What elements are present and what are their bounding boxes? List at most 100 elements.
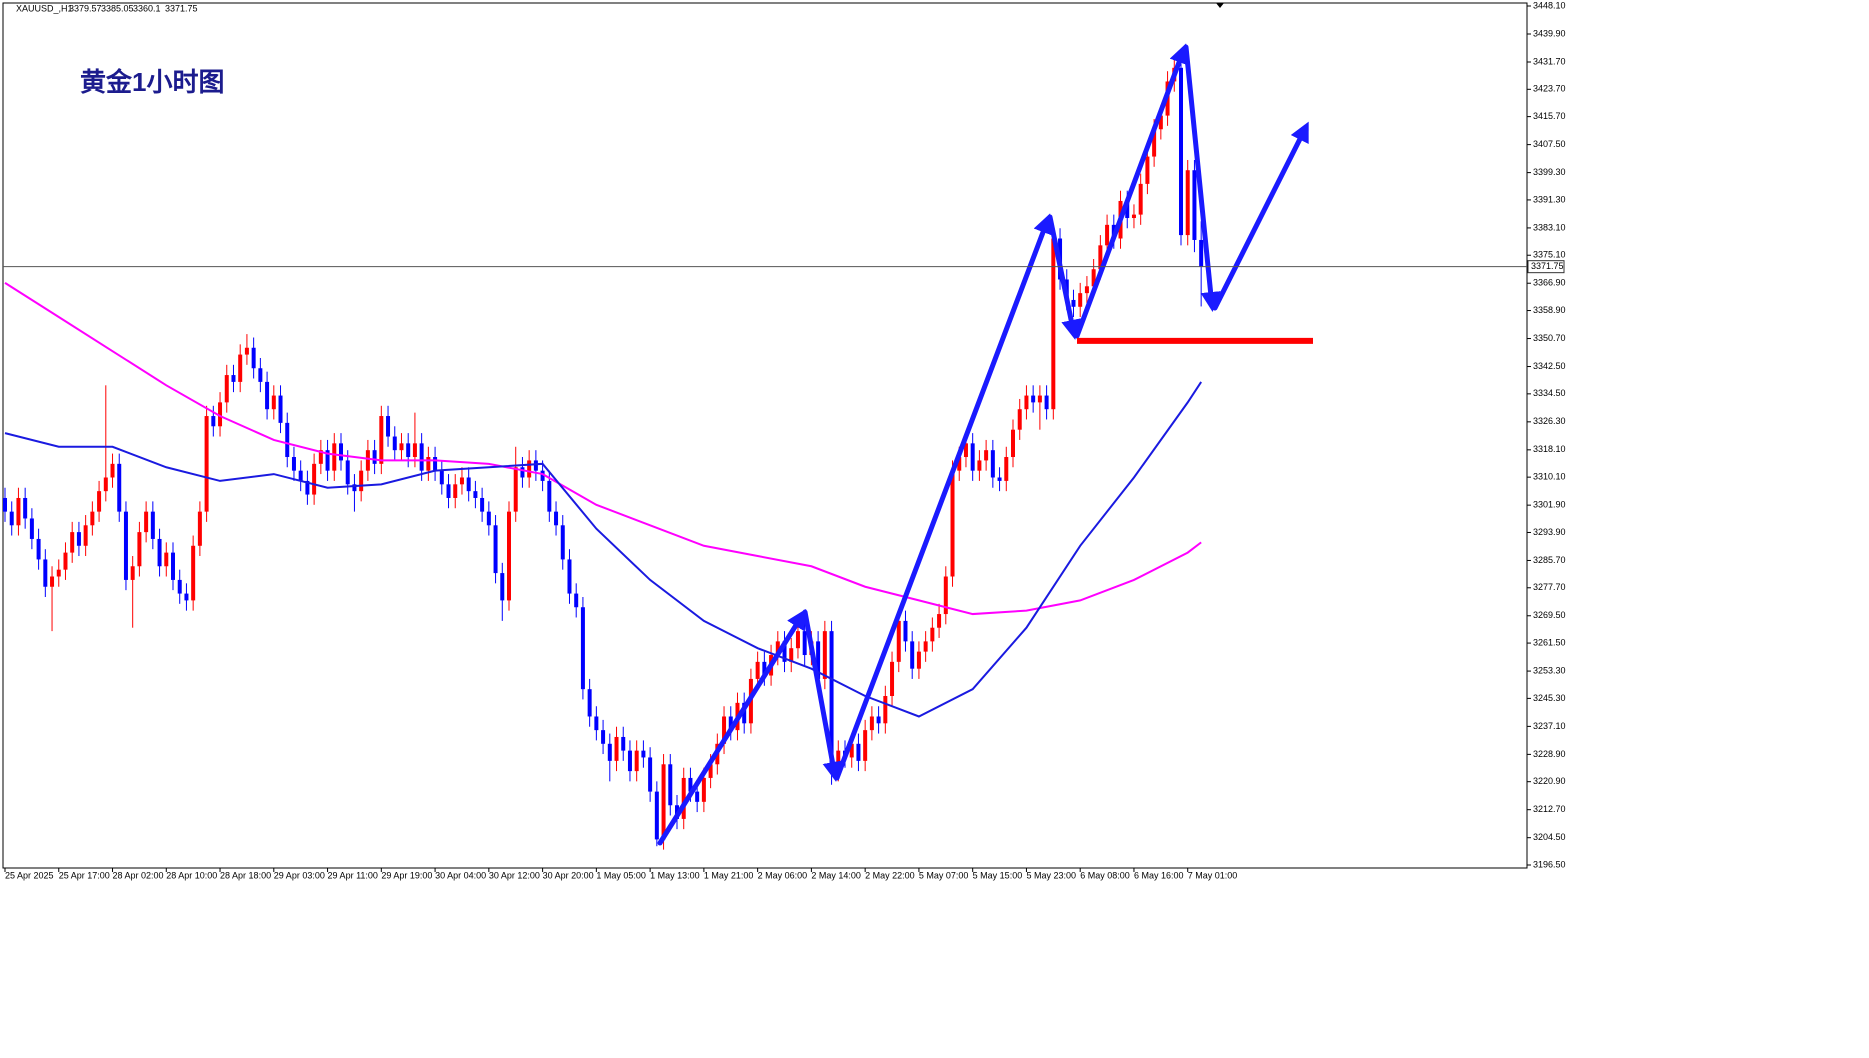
candle-body [298, 470, 303, 481]
candle-body [990, 450, 995, 478]
candle-body [1091, 269, 1096, 287]
candle-body [869, 716, 874, 731]
candle-body [957, 457, 962, 471]
candle-body [258, 368, 263, 382]
candle-body [681, 777, 686, 819]
candle-body [1145, 156, 1150, 184]
candle-body [977, 460, 982, 471]
candle-body [970, 443, 975, 471]
candle-body [950, 470, 955, 577]
candle-body [1037, 395, 1042, 403]
y-tick-label: 3431.70 [1533, 56, 1566, 66]
candle-body [849, 743, 854, 758]
x-tick-label: 6 May 16:00 [1134, 870, 1184, 880]
candle-body [144, 511, 149, 533]
candle-body [910, 641, 915, 669]
candle-body [782, 641, 787, 662]
candle-body [90, 511, 95, 526]
candle-body [9, 511, 14, 526]
candle-body [1158, 115, 1163, 130]
candle-body [473, 491, 478, 498]
arrow [834, 213, 1053, 781]
candle-body [574, 593, 579, 608]
candle-body [802, 631, 807, 656]
candle-body [789, 648, 794, 662]
x-tick-label: 2 May 06:00 [758, 870, 808, 880]
candle-body [271, 395, 276, 410]
y-tick-label: 3334.50 [1533, 388, 1566, 398]
candle-body [130, 566, 135, 580]
candle-body [540, 470, 545, 481]
candle-body [426, 457, 431, 471]
header-high: 3385.05 [101, 3, 134, 13]
last-price-box [1527, 260, 1565, 274]
candle-body [197, 511, 202, 546]
candle-body [43, 559, 48, 587]
y-tick-label: 3220.90 [1533, 776, 1566, 786]
candle-body [365, 450, 370, 471]
candle-body [392, 436, 397, 451]
candle-body [218, 402, 223, 427]
candle-body [3, 497, 7, 512]
x-tick-label: 29 Apr 03:00 [274, 870, 325, 880]
candle-body [359, 470, 364, 492]
candle-body [63, 552, 68, 570]
y-tick-label: 3342.50 [1533, 361, 1566, 371]
candle-body [251, 347, 256, 369]
candle-body [580, 607, 585, 690]
candle-body [1044, 395, 1049, 410]
candle-body [278, 395, 283, 423]
candle-body [829, 631, 834, 772]
y-tick-label: 3228.90 [1533, 749, 1566, 759]
arrow [1074, 43, 1189, 339]
candle-body [345, 460, 350, 485]
candle-body [453, 484, 458, 498]
candle-body [876, 716, 881, 724]
candle-body [937, 614, 942, 628]
candle-body [554, 511, 559, 526]
candle-body [916, 651, 921, 669]
candle-body [722, 716, 727, 744]
y-tick-label: 3237.10 [1533, 721, 1566, 731]
y-tick-label: 3366.90 [1533, 278, 1566, 288]
y-tick-label: 3293.90 [1533, 527, 1566, 537]
arrow [1183, 44, 1221, 312]
candle-body [984, 450, 989, 461]
candle-body [459, 477, 464, 485]
y-tick-label: 3253.30 [1533, 665, 1566, 675]
header-low: 3360.1 [133, 3, 161, 13]
candle-body [177, 579, 182, 594]
candle-body [587, 689, 592, 717]
candle-body [265, 381, 270, 410]
candle-body [70, 532, 75, 553]
y-tick-label: 3358.90 [1533, 305, 1566, 315]
y-tick-label: 3301.90 [1533, 500, 1566, 510]
candle-body [1199, 239, 1204, 267]
candle-body [795, 631, 800, 649]
y-tick-label: 3318.10 [1533, 444, 1566, 454]
candle-body [1004, 457, 1009, 481]
candle-body [352, 484, 357, 492]
chart-title: 黄金1小时图 [80, 67, 224, 97]
x-tick-label: 29 Apr 19:00 [381, 870, 432, 880]
candle-body [883, 695, 888, 724]
candle-body [547, 480, 552, 512]
y-tick-label: 3375.10 [1533, 250, 1566, 260]
candle-body [816, 641, 821, 679]
candle-body [137, 532, 142, 567]
candle-body [399, 443, 404, 451]
candle-body [1179, 67, 1183, 236]
candle-body [560, 525, 565, 560]
candle-body [103, 477, 108, 492]
candle-body [486, 511, 491, 526]
y-tick-label: 3269.50 [1533, 610, 1566, 620]
candle-body [379, 416, 384, 464]
y-tick-label: 3448.10 [1533, 0, 1566, 10]
candle-body [890, 661, 895, 696]
x-tick-label: 29 Apr 11:00 [328, 870, 378, 880]
candle-body [634, 750, 639, 772]
candle-body [923, 641, 928, 652]
candle-body [224, 375, 229, 403]
candle-body [406, 443, 411, 458]
candle-body [607, 743, 612, 761]
